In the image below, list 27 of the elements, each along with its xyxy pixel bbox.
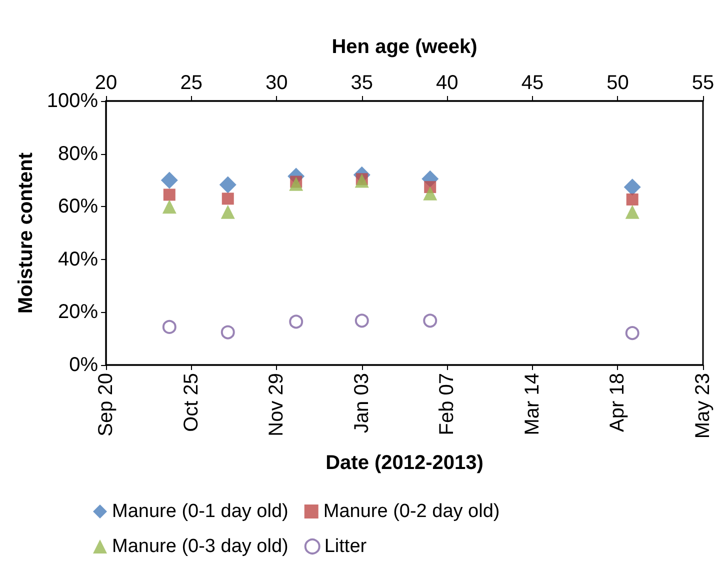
x-tick-label: Nov 29 [266, 373, 288, 436]
x-tick-label: Sep 20 [95, 373, 118, 436]
y-tick-label: 60% [58, 196, 98, 218]
x-tick-label: May 23 [692, 373, 714, 439]
x2-tick-label: 30 [265, 72, 288, 94]
x-tick-label: Jan 03 [350, 373, 373, 434]
y-tick-label: 0% [69, 354, 98, 376]
x-tick-label: Feb 07 [436, 373, 458, 436]
legend-label: Manure (0-2 day old) [323, 501, 500, 522]
y-axis-title: Moisture content [15, 152, 37, 314]
y-tick-label: 80% [58, 142, 98, 165]
x2-tick-label: 50 [606, 72, 629, 94]
x2-tick-label: 25 [180, 72, 202, 94]
x-axis-title: Date (2012-2013) [326, 452, 484, 474]
legend-label: Manure (0-1 day old) [112, 501, 288, 522]
x2-tick-label: 55 [692, 72, 714, 94]
y-tick-label: 40% [58, 248, 98, 270]
y-tick-label: 20% [58, 301, 98, 324]
x-tick-label: Oct 25 [180, 373, 202, 432]
x2-tick-label: 40 [436, 72, 458, 94]
x-tick-label: Apr 18 [606, 373, 629, 432]
x2-axis-title: Hen age (week) [332, 36, 478, 58]
x-tick-label: Mar 14 [521, 373, 544, 436]
x2-tick-label: 45 [521, 72, 544, 94]
legend-label: Manure (0-3 day old) [112, 536, 288, 557]
x2-tick-label: 35 [350, 72, 374, 94]
legend-label: Litter [324, 536, 368, 557]
